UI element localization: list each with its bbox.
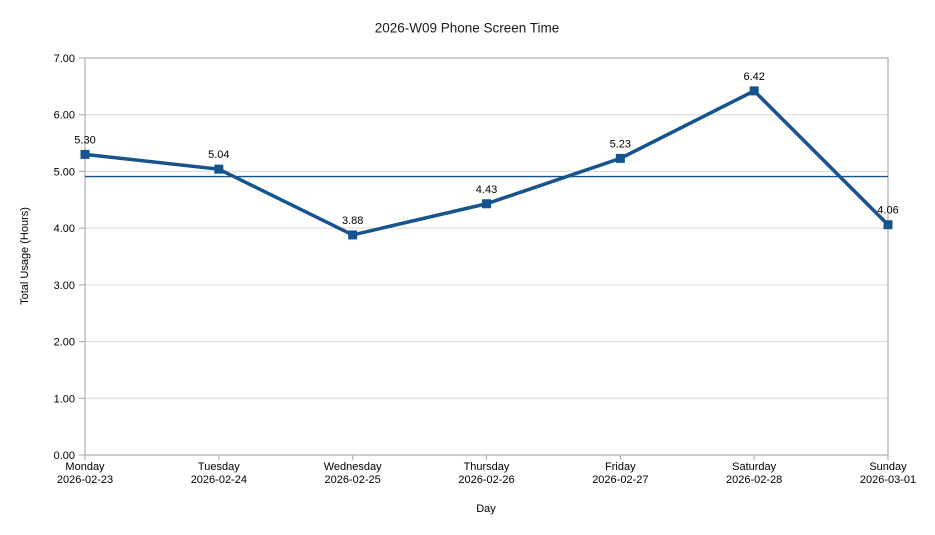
data-point-marker [615,153,625,163]
x-tick-label-day: Friday [605,461,636,473]
x-tick-label-day: Tuesday [198,461,240,473]
x-tick-label-date: 2026-02-24 [191,474,247,486]
x-tick-label-day: Sunday [869,461,907,473]
x-axis-title: Day [476,503,496,515]
data-point-marker [482,199,491,209]
x-tick-label-date: 2026-03-01 [860,474,916,486]
y-tick-label: 3.00 [54,280,75,292]
y-tick-label: 0.00 [54,450,75,462]
data-point-marker [348,230,358,240]
x-tick-label-day: Thursday [464,461,510,473]
data-point-marker [749,86,759,96]
data-point-label: 5.23 [610,138,631,150]
y-axis-title: Total Usage (Hours) [19,207,31,305]
chart-title: 2026-W09 Phone Screen Time [374,20,560,36]
y-tick-label: 1.00 [54,393,75,405]
data-point-label: 6.42 [743,71,764,83]
x-tick-label-date: 2026-02-28 [726,474,782,486]
x-tick-label-day: Saturday [732,461,777,473]
data-point-label: 4.43 [476,184,497,196]
data-point-marker [80,149,90,159]
data-point-marker [883,220,893,230]
data-point-marker [214,164,224,174]
y-tick-label: 4.00 [54,223,75,235]
data-point-label: 3.88 [342,215,363,227]
x-tick-label-date: 2026-02-26 [458,474,514,486]
y-tick-label: 6.00 [54,110,75,122]
plot-border [84,57,889,456]
y-tick-label: 2.00 [54,337,75,349]
data-point-label: 5.04 [208,149,229,161]
x-tick-label-date: 2026-02-23 [57,474,113,486]
data-point-label: 5.30 [74,134,95,146]
x-tick-label-date: 2026-02-27 [592,474,648,486]
series-line [84,88,890,237]
y-tick-label: 7.00 [54,53,75,65]
x-tick-label-day: Monday [65,461,105,473]
y-tick-label: 5.00 [54,166,75,178]
x-tick-label-day: Wednesday [324,461,382,473]
data-point-label: 4.06 [877,205,898,217]
x-tick-label-date: 2026-02-25 [325,474,381,486]
